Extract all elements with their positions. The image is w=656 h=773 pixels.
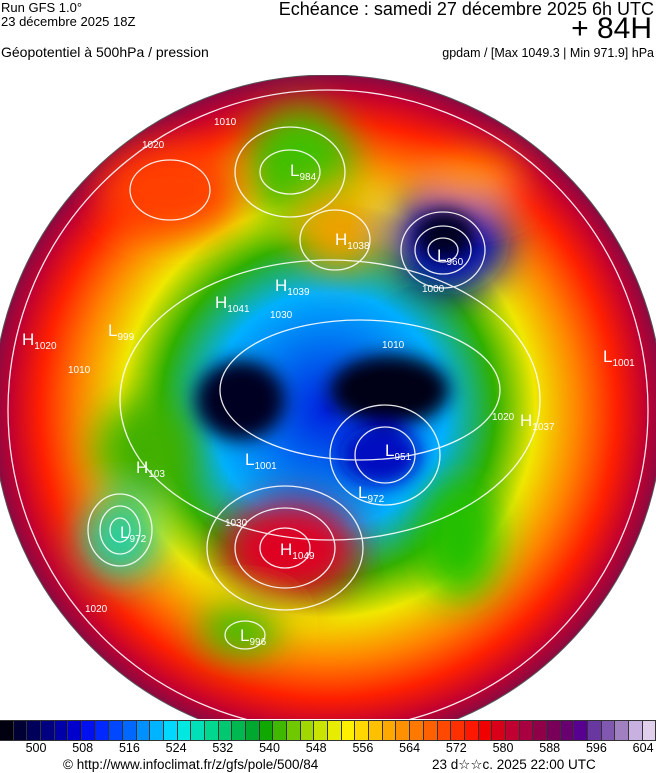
low-pressure-center: L972 [358,483,385,505]
color-swatch [13,721,28,740]
color-swatch [341,721,356,740]
color-scale-label: 556 [352,741,374,755]
isobars [7,89,649,719]
color-swatch [396,721,411,740]
isobar-label: 1010 [214,117,237,128]
generation-time: 23 d☆☆c. 2025 22:00 UTC [432,757,596,772]
color-swatch [355,721,370,740]
high-pressure-center: H1039 [275,276,310,298]
low-pressure-center: L996 [240,626,267,648]
color-swatch [328,721,342,740]
color-swatch [273,721,288,740]
color-swatch [164,721,178,740]
isobar-label: 1020 [492,412,515,423]
color-swatch [423,721,438,740]
color-swatch [246,721,260,740]
color-scale-label: 508 [72,741,94,755]
color-swatch [109,721,124,740]
color-swatch [177,721,192,740]
color-scale-label: 580 [492,741,514,755]
color-swatch [218,721,233,740]
color-swatch [505,721,520,740]
high-pressure-center: H1037 [520,411,555,433]
color-swatch [259,721,274,740]
color-swatch [574,721,588,740]
forecast-valid-time: Echéance : samedi 27 décembre 2025 6h UT… [278,0,654,19]
high-pressure-center: H1020 [22,330,57,352]
isobar-label: 1010 [382,340,405,351]
color-swatch [437,721,452,740]
color-swatch [546,721,561,740]
color-swatch [560,721,575,740]
low-pressure-center: L999 [108,321,135,343]
color-swatch [41,721,55,740]
low-pressure-center: L960 [437,246,464,268]
color-swatch [191,721,206,740]
color-swatch [95,721,110,740]
isobar-label: 1020 [85,604,108,615]
color-swatch [314,721,329,740]
color-scale-label: 540 [259,741,280,755]
color-swatch [0,721,14,740]
color-swatch [478,721,493,740]
color-swatch [27,721,42,740]
color-swatch [68,721,83,740]
color-swatch [369,721,383,740]
parameter-title: Géopotentiel à 500hPa / pression [1,44,209,60]
color-swatch [601,721,616,740]
color-scale-label: 548 [305,741,327,755]
color-swatch [287,721,301,740]
color-swatch [615,721,629,740]
value-range: gpdam / [Max 1049.3 | Min 971.9] hPa [442,46,654,60]
color-scale-label: 516 [118,741,140,755]
color-scale-label: 596 [585,741,607,755]
color-swatch [451,721,465,740]
color-swatch [123,721,137,740]
color-swatch [382,721,397,740]
color-swatch [136,721,151,740]
run-date: 23 décembre 2025 18Z [1,14,136,29]
color-scale-label: 532 [212,741,234,755]
copyright-url: © http://www.infoclimat.fr/z/gfs/pole/50… [63,757,319,772]
low-pressure-center: L1001 [245,450,277,472]
isobar-label: 1030 [225,518,248,529]
color-scale-label: 564 [399,741,421,755]
color-swatch [519,721,534,740]
color-swatch [587,721,602,740]
color-swatch [82,721,96,740]
color-swatch [642,721,656,740]
color-swatch [150,721,165,740]
isobar-label: 1000 [422,284,445,295]
color-swatch [410,721,424,740]
isobar-label: 1020 [142,140,165,151]
color-swatch [492,721,506,740]
low-pressure-center: L984 [290,161,317,183]
color-scale-label: 572 [445,741,467,755]
low-pressure-center: L972 [120,523,147,545]
high-pressure-center: H1049 [280,540,315,562]
color-scale [0,720,656,741]
high-pressure-center: H103 [136,458,165,480]
low-pressure-center: L951 [385,441,412,463]
high-pressure-center: H1041 [215,293,250,315]
polar-map: H1020 L999 H1041 H1039 H1038 L984 L960 L1001 H10… [0,75,656,719]
color-scale-label: 500 [25,741,47,755]
color-swatch [300,721,315,740]
isobar-label: 1010 [68,365,91,376]
color-swatch [628,721,643,740]
color-swatch [232,721,247,740]
low-pressure-center: L1001 [603,347,635,369]
color-scale-label: 588 [539,741,561,755]
high-pressure-center: H1038 [335,230,370,252]
color-scale-label: 604 [632,741,654,755]
lead-time: + 84H [571,12,652,45]
color-swatch [533,721,547,740]
isobar-label: 1030 [270,310,293,321]
color-swatch [54,721,69,740]
color-swatch [205,721,219,740]
model-run: Run GFS 1.0° [1,0,83,15]
color-swatch [464,721,479,740]
color-scale-label: 524 [165,741,187,755]
